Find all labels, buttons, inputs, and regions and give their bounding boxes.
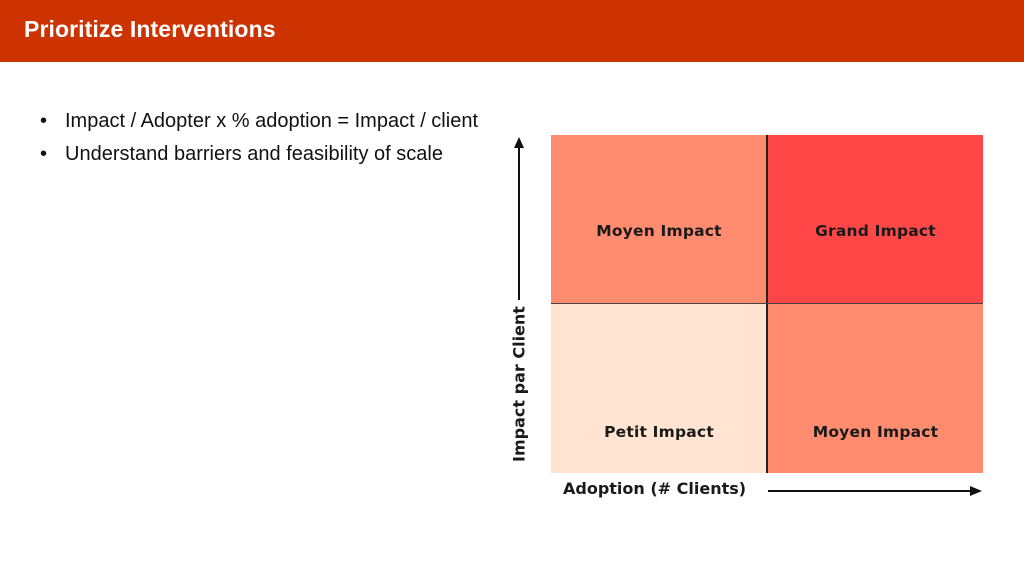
bullet-text: Impact / Adopter x % adoption = Impact /… — [65, 110, 478, 132]
y-axis-arrow-icon — [514, 137, 524, 300]
quadrant-label: Moyen Impact — [812, 422, 939, 441]
bullet-dot-icon: • — [40, 110, 48, 132]
x-axis-arrow-icon — [768, 486, 982, 496]
quadrant-label: Moyen Impact — [596, 222, 722, 240]
quadrant-label: Grand Impact — [815, 222, 936, 240]
quadrant-top-left: Moyen Impact — [551, 135, 767, 303]
slide-title: Prioritize Interventions — [24, 16, 276, 42]
quadrant-top-right: Grand Impact — [768, 135, 983, 303]
bullet-item: • Impact / Adopter x % adoption = Impact… — [40, 108, 510, 135]
bullet-item: • Understand barriers and feasibility of… — [40, 141, 510, 168]
impact-matrix: Moyen Impact Grand Impact Petit Impact M… — [551, 135, 983, 473]
bullet-list: • Impact / Adopter x % adoption = Impact… — [40, 108, 510, 174]
x-axis-label: Adoption (# Clients) — [563, 479, 747, 498]
matrix-vertical-divider — [766, 135, 768, 473]
bullet-text: Understand barriers and feasibility of s… — [65, 143, 443, 165]
matrix-horizontal-divider — [551, 303, 983, 304]
quadrant-label: Petit Impact — [604, 422, 714, 441]
quadrant-bottom-left: Petit Impact — [551, 304, 767, 473]
quadrant-bottom-right: Moyen Impact — [768, 304, 983, 473]
title-bar: Prioritize Interventions — [0, 0, 1024, 62]
bullet-dot-icon: • — [40, 143, 48, 165]
